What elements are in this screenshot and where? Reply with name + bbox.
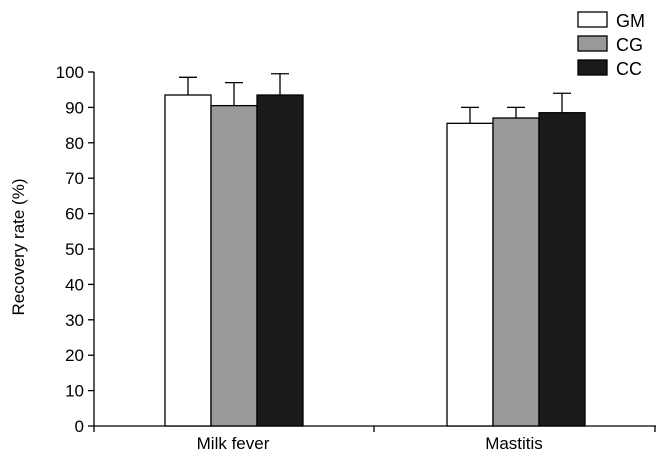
y-tick-label: 10: [65, 382, 84, 401]
bar-cc: [256, 94, 304, 427]
y-tick-label: 30: [65, 311, 84, 330]
x-tick-label: Milk fever: [197, 434, 270, 453]
bars: [164, 73, 586, 427]
y-tick-label: 50: [65, 240, 84, 259]
y-tick-label: 100: [56, 63, 84, 82]
bar-gm: [446, 122, 494, 427]
x-axis: Milk fever Mastitis: [93, 425, 656, 453]
legend-label-gm: GM: [616, 11, 645, 31]
legend-swatch-gm: [577, 11, 608, 28]
legend-label-cc: CC: [616, 59, 642, 79]
y-tick-label: 0: [75, 417, 84, 436]
y-tick-label: 80: [65, 134, 84, 153]
bar-cc: [538, 112, 586, 427]
bar-cg: [210, 104, 258, 427]
bar-cg: [492, 117, 540, 427]
y-tick-label: 90: [65, 98, 84, 117]
y-tick-label: 40: [65, 275, 84, 294]
y-tick-label: 70: [65, 169, 84, 188]
x-tick-label: Mastitis: [485, 434, 543, 453]
y-tick-label: 20: [65, 346, 84, 365]
legend-label-cg: CG: [616, 35, 643, 55]
legend-swatch-cc: [577, 59, 608, 76]
y-tick-label: 60: [65, 205, 84, 224]
bar-gm: [164, 94, 212, 427]
legend: GM CG CC: [577, 11, 645, 79]
y-axis: 0 10 20 30 40 50 60 70 80 90 100: [56, 63, 95, 436]
legend-swatch-cg: [577, 35, 608, 52]
y-axis-title: Recovery rate (%): [9, 179, 28, 316]
